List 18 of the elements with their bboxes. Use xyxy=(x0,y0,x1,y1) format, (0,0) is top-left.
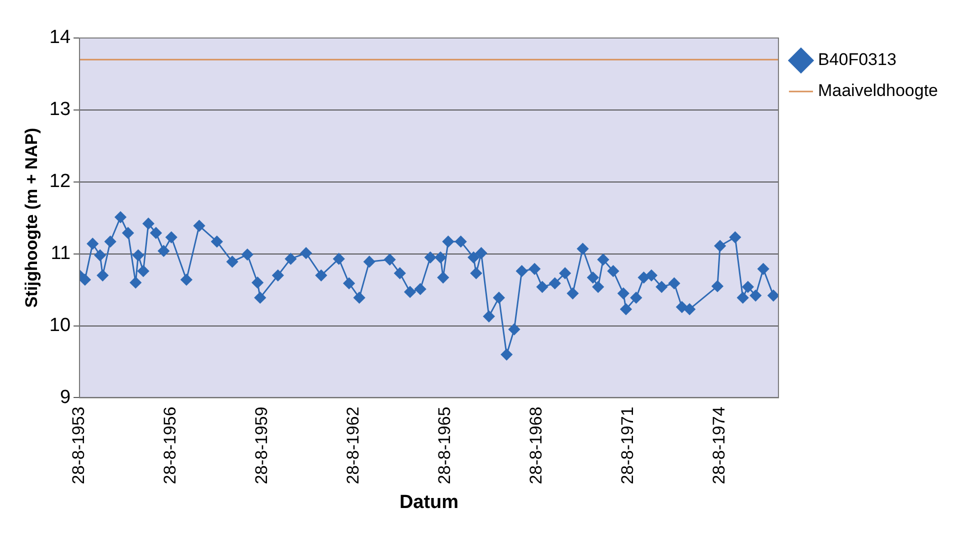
legend-label: B40F0313 xyxy=(818,50,896,70)
x-axis-title: Datum xyxy=(399,492,459,513)
legend-label: Maaiveldhoogte xyxy=(818,81,938,100)
y-tick-label: 11 xyxy=(50,243,71,264)
x-tick-label: 28-8-1968 xyxy=(526,406,546,484)
x-tick-label: 28-8-1953 xyxy=(69,406,88,484)
y-tick-label: 9 xyxy=(60,386,71,408)
x-tick-label: 28-8-1956 xyxy=(160,406,180,484)
x-tick-label: 28-8-1974 xyxy=(709,406,728,484)
y-axis-title: Stijghoogte (m + NAP) xyxy=(22,128,41,308)
y-tick-label: 13 xyxy=(49,99,71,120)
x-tick-label: 28-8-1971 xyxy=(618,406,637,484)
y-tick-label: 12 xyxy=(49,171,71,192)
x-tick-label: 28-8-1965 xyxy=(435,406,454,484)
x-tick-label: 28-8-1962 xyxy=(344,406,363,484)
y-tick-label: 14 xyxy=(49,27,71,48)
x-tick-label: 28-8-1959 xyxy=(252,406,272,484)
y-tick-label: 10 xyxy=(49,314,71,336)
